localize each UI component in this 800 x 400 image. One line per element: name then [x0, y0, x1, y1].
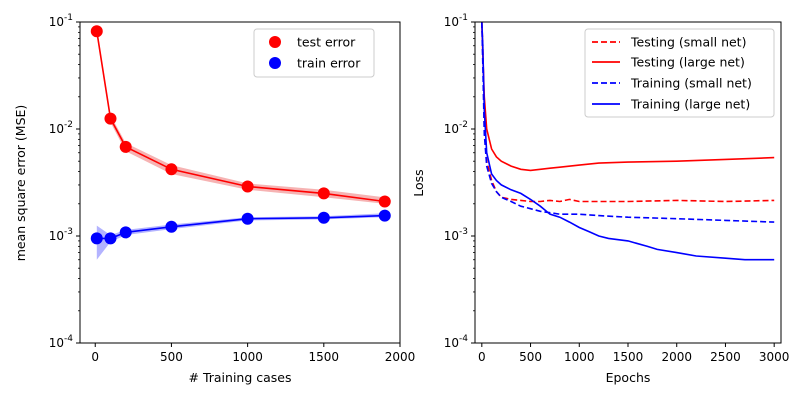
- left-data-points: [90, 25, 391, 245]
- training-large-net-line: [481, 22, 775, 261]
- left-legend: test error train error: [253, 28, 375, 78]
- left-plot-frame: [79, 21, 401, 344]
- train-error-point: [241, 212, 254, 225]
- left-x-axis-label: # Training cases: [189, 370, 292, 385]
- right-x-tick-label: 3000: [759, 350, 790, 364]
- test-error-point: [241, 180, 254, 193]
- test-error-point: [119, 140, 132, 153]
- right-y-tick-label: 10-4: [444, 334, 469, 350]
- train-error-point: [104, 232, 117, 245]
- train-error-point: [90, 232, 103, 245]
- right-x-tick-label: 1500: [613, 350, 644, 364]
- test-error-point: [90, 25, 103, 38]
- right-y-ticks: 10-4 10-3 10-2 10-1: [444, 13, 475, 350]
- left-x-tick-label: 1500: [309, 350, 340, 364]
- left-y-axis-label: mean square error (MSE): [13, 105, 28, 262]
- right-x-axis-label: Epochs: [606, 370, 651, 385]
- right-legend-box: [584, 28, 775, 118]
- train-error-point: [165, 220, 178, 233]
- test-error-point: [165, 163, 178, 176]
- left-y-ticks: 10-4 10-3 10-2 10-1: [49, 13, 80, 350]
- legend-label-testing-small: Testing (small net): [630, 35, 746, 50]
- legend-label-training-small: Training (small net): [630, 76, 752, 91]
- test-error-point: [104, 112, 117, 125]
- right-series-lines: [481, 22, 775, 261]
- legend-label-test-error: test error: [297, 35, 356, 50]
- left-y-tick-label: 10-1: [49, 13, 73, 29]
- left-x-tick-label: 500: [160, 350, 183, 364]
- left-legend-box: [253, 28, 375, 78]
- train-error-line: [96, 214, 385, 240]
- testing-small-net-line: [481, 22, 775, 203]
- legend-label-training-large: Training (large net): [630, 97, 750, 112]
- testing-large-net-line: [481, 22, 775, 172]
- right-x-tick-label: 0: [478, 350, 486, 364]
- left-y-tick-label: 10-4: [49, 334, 74, 350]
- legend-marker-train-error: [269, 57, 281, 69]
- right-x-tick-label: 2500: [710, 350, 741, 364]
- test-error-point: [317, 187, 330, 200]
- right-x-tick-label: 2000: [661, 350, 692, 364]
- right-x-ticks: 0 500 1000 1500 2000 2500 3000: [478, 343, 789, 364]
- train-error-point: [378, 209, 391, 222]
- left-y-tick-label: 10-2: [49, 120, 73, 136]
- right-chart: 0 500 1000 1500 2000 2500 3000 10-410-310-210-…: [411, 13, 789, 385]
- left-x-ticks: 0 500 1000 1500 2000: [91, 343, 415, 364]
- left-x-tick-label: 1000: [232, 350, 263, 364]
- train-error-band: [96, 213, 385, 260]
- left-y-tick-label: 10-3: [49, 227, 73, 243]
- test-error-point: [378, 195, 391, 208]
- right-legend: Testing (small net) Testing (large net) …: [584, 28, 775, 118]
- train-error-point: [119, 226, 132, 239]
- left-x-tick-label: 2000: [385, 350, 416, 364]
- legend-label-train-error: train error: [297, 56, 361, 71]
- training-small-net-line: [481, 22, 775, 223]
- train-error-point: [317, 211, 330, 224]
- right-x-tick-label: 1000: [564, 350, 595, 364]
- right-x-tick-label: 500: [519, 350, 542, 364]
- right-y-tick-label: 10-1: [444, 13, 468, 29]
- legend-marker-test-error: [269, 36, 281, 48]
- left-x-tick-label: 0: [91, 350, 99, 364]
- left-chart: 0 500 1000 1500 2000 10-4 10-3 10-2 10-1 # Trai…: [13, 13, 415, 385]
- right-y-axis-label: Loss: [411, 169, 426, 196]
- right-y-tick-label: 10-3: [444, 227, 468, 243]
- legend-label-testing-large: Testing (large net): [630, 55, 745, 70]
- right-y-tick-label: 10-2: [444, 120, 468, 136]
